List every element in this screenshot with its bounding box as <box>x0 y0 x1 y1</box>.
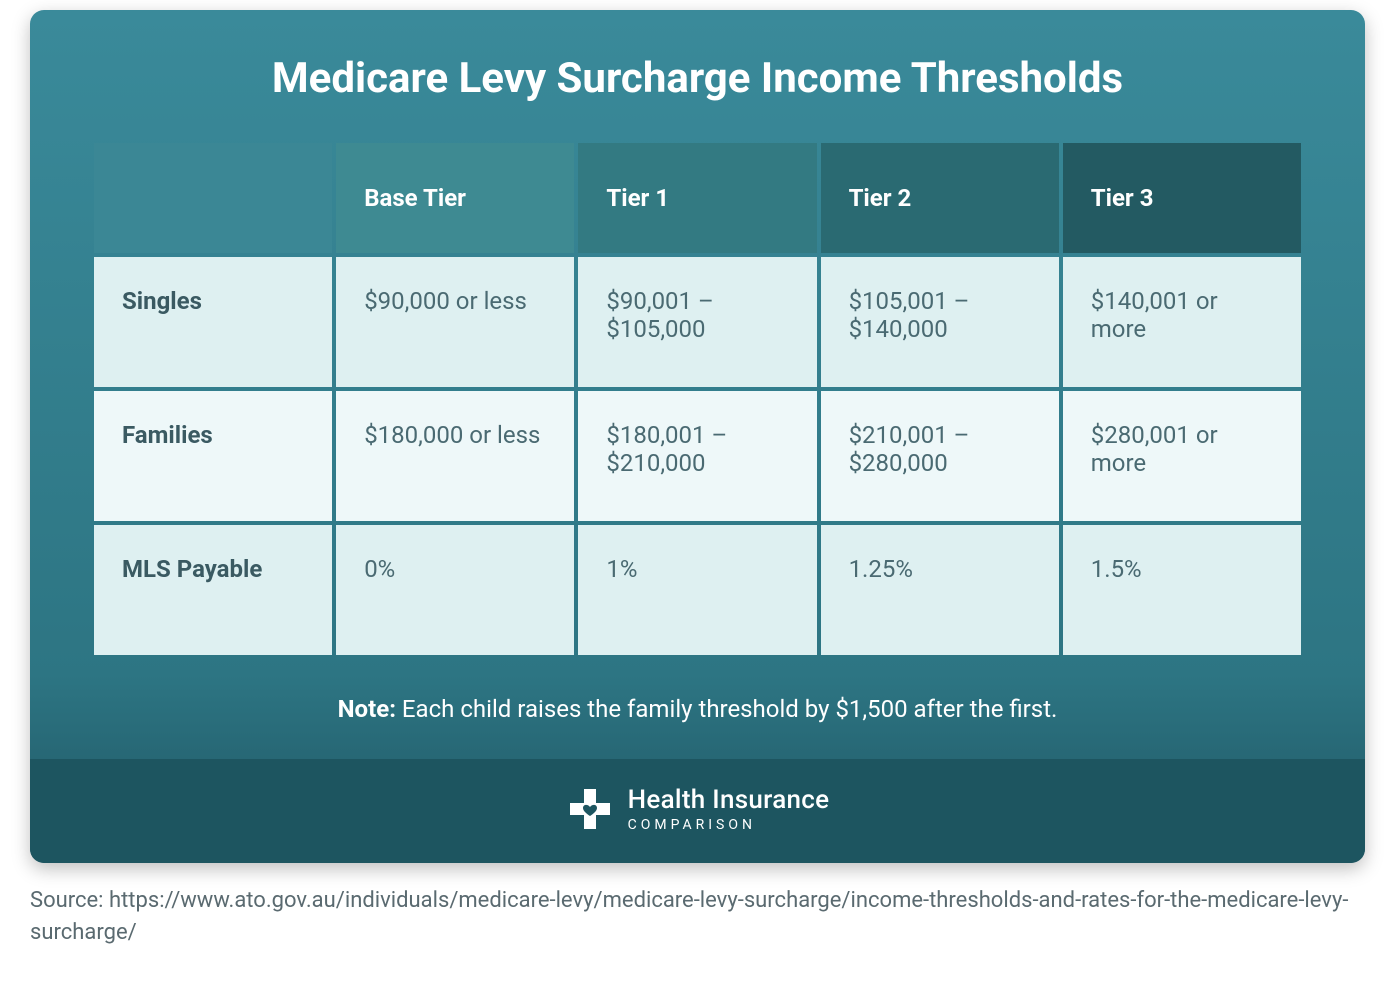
brand-logo: Health Insurance COMPARISON <box>566 785 830 833</box>
table-header-tier-2: Tier 2 <box>821 143 1059 253</box>
cell: $280,001 or more <box>1063 391 1301 521</box>
table-header-tier-1: Tier 1 <box>578 143 816 253</box>
table-row: Families $180,000 or less $180,001 – $21… <box>94 391 1301 521</box>
brand-text: Health Insurance COMPARISON <box>628 785 830 833</box>
note-label: Note: <box>338 695 396 723</box>
cell: $140,001 or more <box>1063 257 1301 387</box>
source-label: Source: <box>30 888 104 913</box>
note-body: Each child raises the family threshold b… <box>402 695 1057 723</box>
row-label-singles: Singles <box>94 257 332 387</box>
thresholds-table: Base Tier Tier 1 Tier 2 Tier 3 Singles $… <box>90 139 1305 659</box>
cell: 1.5% <box>1063 525 1301 655</box>
brand-line-1: Health Insurance <box>628 785 830 815</box>
table-row: MLS Payable 0% 1% 1.25% 1.5% <box>94 525 1301 655</box>
table-header-base-tier: Base Tier <box>336 143 574 253</box>
source-url: https://www.ato.gov.au/individuals/medic… <box>30 888 1348 945</box>
note-text: Note: Each child raises the family thres… <box>90 695 1305 723</box>
medical-cross-heart-icon <box>566 785 614 833</box>
cell: 1.25% <box>821 525 1059 655</box>
info-card: Medicare Levy Surcharge Income Threshold… <box>30 10 1365 863</box>
card-title: Medicare Levy Surcharge Income Threshold… <box>90 54 1305 103</box>
cell: 0% <box>336 525 574 655</box>
row-label-mls-payable: MLS Payable <box>94 525 332 655</box>
cell: $90,000 or less <box>336 257 574 387</box>
card-footer: Health Insurance COMPARISON <box>30 759 1365 863</box>
cell: $180,001 – $210,000 <box>578 391 816 521</box>
cell: $210,001 – $280,000 <box>821 391 1059 521</box>
cell: $90,001 – $105,000 <box>578 257 816 387</box>
cell: 1% <box>578 525 816 655</box>
card-body: Medicare Levy Surcharge Income Threshold… <box>30 10 1365 759</box>
table-row: Singles $90,000 or less $90,001 – $105,0… <box>94 257 1301 387</box>
cell: $105,001 – $140,000 <box>821 257 1059 387</box>
brand-line-2: COMPARISON <box>628 817 830 833</box>
source-citation: Source: https://www.ato.gov.au/individua… <box>30 885 1365 949</box>
row-label-families: Families <box>94 391 332 521</box>
table-header-tier-3: Tier 3 <box>1063 143 1301 253</box>
cell: $180,000 or less <box>336 391 574 521</box>
table-header-row: Base Tier Tier 1 Tier 2 Tier 3 <box>94 143 1301 253</box>
table-header-blank <box>94 143 332 253</box>
